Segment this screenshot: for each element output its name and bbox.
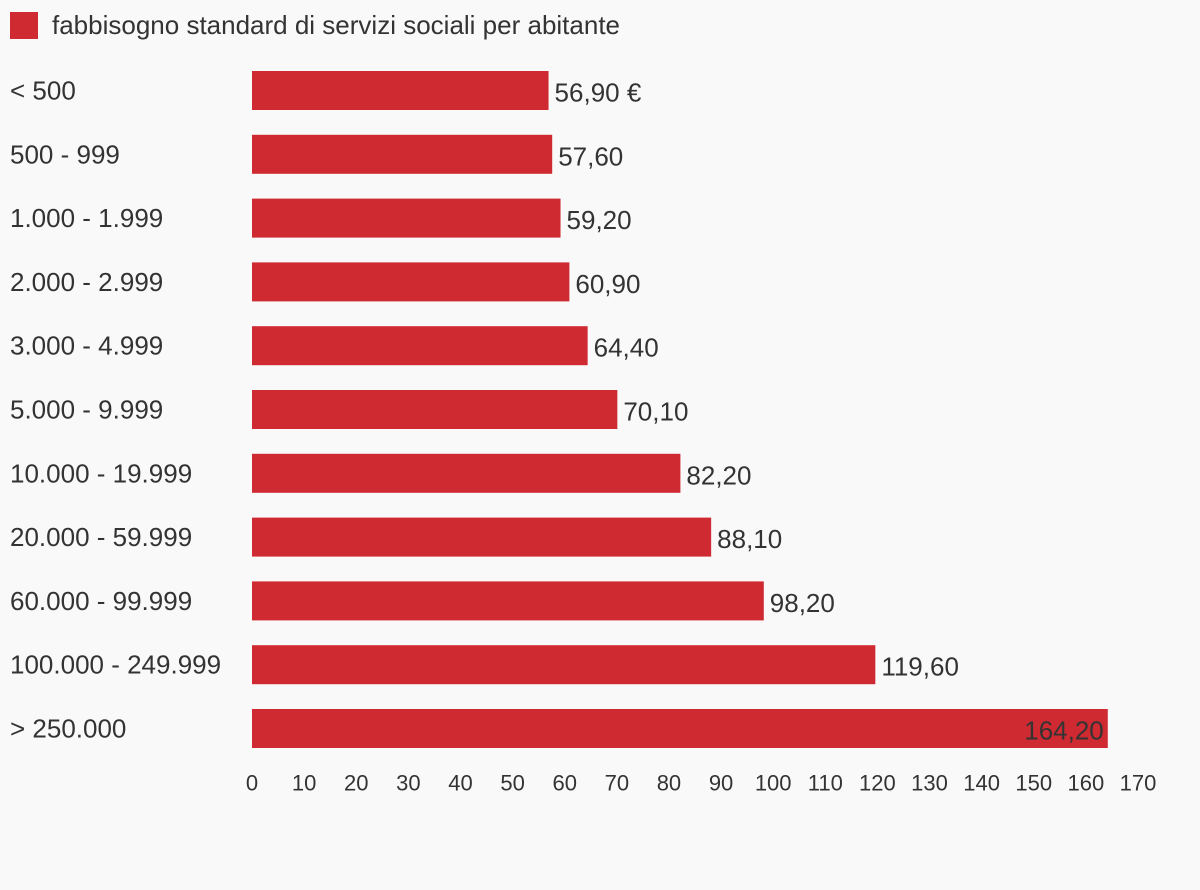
data-label: 70,10 xyxy=(623,397,688,427)
x-tick-label: 0 xyxy=(246,771,258,796)
data-label: 119,60 xyxy=(881,652,959,682)
x-tick-label: 100 xyxy=(755,771,792,796)
x-tick-label: 80 xyxy=(657,771,681,796)
x-tick-label: 120 xyxy=(859,771,896,796)
category-label: 100.000 - 249.999 xyxy=(10,650,221,680)
category-label: < 500 xyxy=(10,76,76,106)
legend-label: fabbisogno standard di servizi sociali p… xyxy=(52,9,621,40)
category-label: 5.000 - 9.999 xyxy=(10,395,163,425)
x-tick-label: 110 xyxy=(808,771,843,796)
category-label: 3.000 - 4.999 xyxy=(10,331,163,361)
bar xyxy=(252,71,549,110)
data-label: 56,90 € xyxy=(555,78,642,108)
bar xyxy=(252,134,553,174)
data-label: 59,20 xyxy=(567,205,632,235)
bar xyxy=(252,709,1108,748)
bar xyxy=(252,198,561,238)
category-label: 20.000 - 59.999 xyxy=(10,522,192,552)
legend-swatch xyxy=(10,11,38,39)
x-tick-label: 170 xyxy=(1120,771,1157,796)
data-label: 98,20 xyxy=(770,588,835,618)
category-label: > 250.000 xyxy=(10,714,126,744)
x-tick-label: 90 xyxy=(709,771,733,796)
data-label: 64,40 xyxy=(594,333,659,363)
x-tick-label: 30 xyxy=(396,771,420,796)
x-tick-label: 40 xyxy=(448,771,472,796)
chart-legend: fabbisogno standard di servizi sociali p… xyxy=(10,10,620,40)
category-label: 1.000 - 1.999 xyxy=(10,203,163,233)
x-tick-label: 70 xyxy=(605,771,629,796)
x-tick-label: 20 xyxy=(344,771,368,796)
category-label: 60.000 - 99.999 xyxy=(10,586,192,616)
data-label: 88,10 xyxy=(717,524,782,554)
bar xyxy=(252,390,618,429)
x-tick-label: 140 xyxy=(963,771,1000,796)
data-label: 57,60 xyxy=(558,141,623,171)
category-label: 10.000 - 19.999 xyxy=(10,458,192,488)
x-tick-label: 130 xyxy=(911,771,948,796)
data-label: 60,90 xyxy=(575,269,640,299)
bar xyxy=(252,517,712,557)
bar xyxy=(252,581,764,621)
data-label: 164,20 xyxy=(1024,716,1104,746)
x-tick-label: 150 xyxy=(1015,771,1052,796)
data-label: 82,20 xyxy=(686,460,751,490)
x-tick-label: 60 xyxy=(552,771,576,796)
bar xyxy=(252,453,681,493)
bar xyxy=(252,262,570,302)
x-tick-label: 10 xyxy=(292,771,316,796)
x-tick-label: 50 xyxy=(500,771,524,796)
category-label: 2.000 - 2.999 xyxy=(10,267,163,297)
category-label: 500 - 999 xyxy=(10,139,120,169)
bar xyxy=(252,645,876,685)
bar xyxy=(252,326,588,366)
x-tick-label: 160 xyxy=(1068,771,1105,796)
